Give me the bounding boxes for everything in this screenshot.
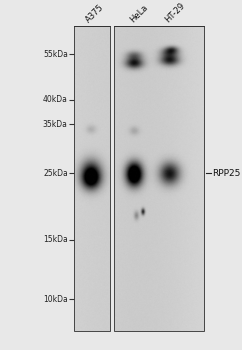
Text: 35kDa: 35kDa <box>43 120 68 129</box>
Bar <box>74 26 110 331</box>
Text: 25kDa: 25kDa <box>43 169 68 178</box>
Text: HeLa: HeLa <box>128 3 149 24</box>
Bar <box>114 26 204 331</box>
Text: 40kDa: 40kDa <box>43 95 68 104</box>
Text: 55kDa: 55kDa <box>43 50 68 59</box>
Text: A375: A375 <box>84 3 106 25</box>
Text: 10kDa: 10kDa <box>43 295 68 304</box>
Bar <box>110 26 114 331</box>
Text: 15kDa: 15kDa <box>43 235 68 244</box>
Text: RPP25: RPP25 <box>212 169 240 178</box>
Text: HT-29: HT-29 <box>163 1 186 25</box>
